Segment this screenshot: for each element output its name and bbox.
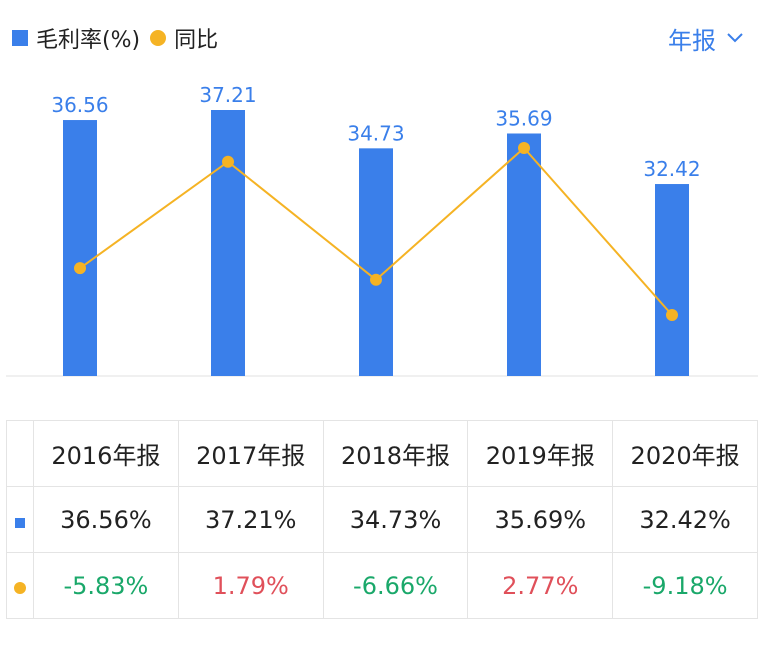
chart-area: 36.56 37.21 34.73 35.69 32.42 — [6, 83, 758, 377]
table-cell: -5.83% — [33, 552, 179, 619]
bar — [507, 133, 541, 376]
period-selector-label: 年报 — [668, 26, 716, 55]
bar-series-square-icon — [15, 517, 25, 528]
yoy-point — [74, 262, 86, 275]
period-selector[interactable]: 年报 — [668, 20, 744, 56]
line-series-dot-icon — [14, 581, 26, 594]
bar-value-label: 35.69 — [495, 106, 552, 130]
yoy-point — [370, 273, 382, 286]
legend-item-gross-margin[interactable]: 毛利率(%) — [12, 22, 140, 54]
table-header-cell: 2016年报 — [33, 420, 179, 487]
bar — [211, 110, 245, 376]
table-cell: 2.77% — [467, 552, 614, 619]
table-cell: 37.21% — [177, 486, 324, 553]
table-header-cell: 2019年报 — [467, 420, 614, 487]
table-header-row: 2016年报 2017年报 2018年报 2019年报 2020年报 — [6, 420, 758, 487]
bar-value-label: 34.73 — [347, 121, 404, 145]
table-cell: 36.56% — [33, 486, 179, 553]
table-row-gross-margin: 36.56% 37.21% 34.73% 35.69% 32.42% — [6, 486, 758, 553]
table-header-cell: 2018年报 — [322, 420, 469, 487]
legend-item-yoy[interactable]: 同比 — [150, 22, 218, 54]
chevron-down-icon — [727, 33, 743, 43]
row-marker-cell — [6, 552, 34, 619]
bar-value-label: 32.42 — [643, 157, 700, 181]
yoy-point — [666, 309, 678, 321]
table-cell: -9.18% — [612, 552, 758, 619]
table-cell: -6.66% — [322, 552, 469, 619]
table-cell: 32.42% — [612, 486, 758, 553]
row-marker-cell — [6, 486, 34, 553]
table-header-cell: 2017年报 — [177, 420, 324, 487]
table-cell: 34.73% — [322, 486, 469, 553]
table-cell: 35.69% — [467, 486, 614, 553]
bar — [655, 184, 689, 376]
table-header-cell: 2020年报 — [612, 420, 758, 487]
legend-label-yoy: 同比 — [174, 28, 219, 53]
yoy-point — [518, 142, 530, 154]
bar-value-label: 37.21 — [199, 83, 256, 107]
bar — [63, 120, 97, 377]
data-table: 2016年报 2017年报 2018年报 2019年报 2020年报 36.56… — [6, 420, 758, 619]
yoy-point — [222, 155, 234, 168]
bar-legend-swatch-icon — [12, 30, 28, 46]
legend: 毛利率(%) 同比 — [12, 20, 218, 56]
table-cell: 1.79% — [177, 552, 324, 619]
table-corner-cell — [6, 420, 34, 487]
legend-label-gross-margin: 毛利率(%) — [36, 28, 141, 53]
line-legend-dot-icon — [150, 30, 167, 46]
table-row-yoy: -5.83% 1.79% -6.66% 2.77% -9.18% — [6, 552, 758, 619]
bar-value-label: 36.56 — [51, 93, 108, 117]
bar — [359, 148, 393, 376]
